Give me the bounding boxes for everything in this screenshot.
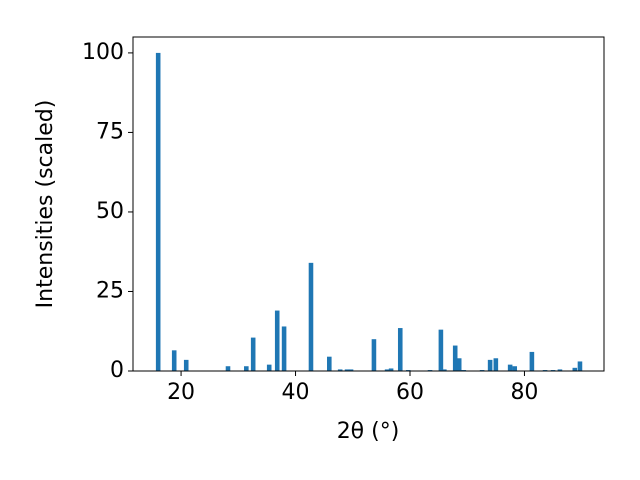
bar [274,310,280,371]
x-axis-label: 2θ (°) [337,419,400,444]
bar [572,367,578,371]
bar [183,359,189,371]
plot-frame [132,36,605,372]
bar [250,337,256,371]
bar [244,366,249,371]
bar [281,326,287,371]
y-axis-label: Intensities (scaled) [33,100,58,309]
bar [371,339,377,371]
bar [577,361,583,371]
x-tick-label: 80 [510,380,538,405]
bar [507,364,513,371]
y-tick-label: 100 [82,40,124,65]
bar [225,366,231,371]
y-tick-label: 50 [96,199,124,224]
bar [442,369,447,371]
bar [308,262,314,371]
bar [397,328,403,371]
x-tick-label: 20 [167,380,195,405]
bar [327,356,332,371]
bar [155,52,161,372]
bar [337,369,343,371]
bar [557,369,563,371]
bar [529,351,535,371]
x-tick-label: 40 [282,380,310,405]
y-tick-label: 25 [96,278,124,303]
bar [438,329,444,371]
y-tick-label: 75 [96,119,124,144]
bar [344,369,350,371]
y-tick-label: 0 [110,358,124,383]
bar [452,345,458,371]
bar [456,358,462,371]
bar [388,368,394,371]
bar [171,350,177,371]
bar [512,366,518,371]
bar [266,364,272,371]
bar [348,369,354,371]
x-tick-label: 60 [396,380,424,405]
bar [384,369,390,371]
bar [493,358,499,371]
bar [487,359,493,371]
